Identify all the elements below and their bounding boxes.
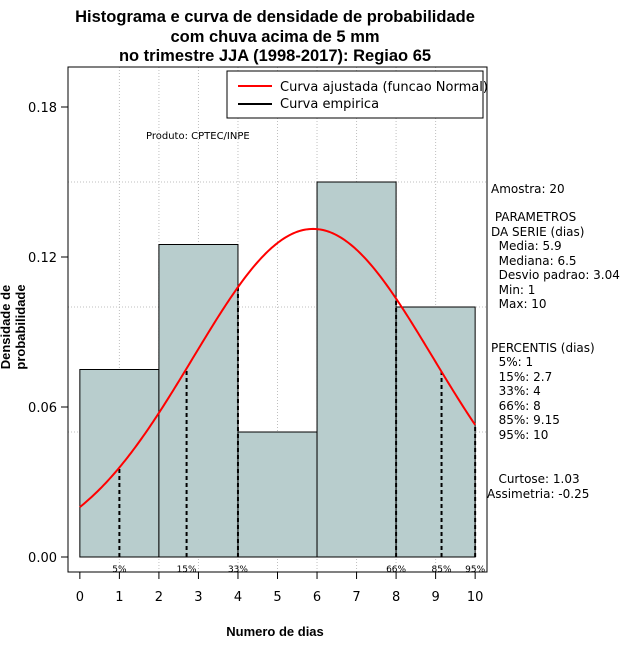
- x-tick-label: 8: [392, 590, 400, 605]
- chart-title-line-3: no trimestre JJA (1998-2017): Regiao 65: [118, 47, 432, 65]
- x-tick-label: 5: [273, 590, 281, 605]
- stats-forma: Curtose: 1.03 Assimetria: -0.25: [487, 472, 590, 501]
- chart-title-line-2: com chuva acima de 5 mm: [170, 28, 380, 46]
- x-tick-label: 2: [155, 590, 163, 605]
- y-tick-label: 0.06: [28, 401, 57, 416]
- x-tick-label: 7: [352, 590, 360, 605]
- histogram-bar: [158, 244, 239, 558]
- histogram-bar: [316, 181, 397, 558]
- legend: Curva ajustada (funcao Normal) Curva emp…: [226, 70, 488, 119]
- stats-percentis: 5%: 1 15%: 2.7 33%: 4 66%: 8 85%: 9.15 9…: [498, 355, 560, 442]
- percentile-marker-label: 33%: [228, 565, 248, 575]
- percentile-marker-label: 85%: [432, 565, 452, 575]
- stats-amostra: Amostra: 20: [491, 182, 565, 196]
- percentile-marker-label: 15%: [177, 565, 197, 575]
- percentile-marker-label: 5%: [112, 565, 127, 575]
- stats-parametros: Media: 5.9 Mediana: 6.5 Desvio padrao: 3…: [498, 239, 620, 311]
- chart-title-line-1: Histograma e curva de densidade de proba…: [75, 8, 475, 26]
- x-tick-label: 4: [234, 590, 242, 605]
- y-tick-label: 0.12: [28, 251, 57, 266]
- x-tick-label: 6: [313, 590, 321, 605]
- legend-box: [226, 70, 484, 119]
- stats-parametros-title: PARAMETROS DA SERIE (dias): [491, 210, 585, 239]
- x-tick-label: 3: [194, 590, 202, 605]
- x-tick-label: 10: [467, 590, 484, 605]
- x-axis-label: Numero de dias: [226, 624, 324, 639]
- x-tick-label: 1: [115, 590, 123, 605]
- x-tick-label: 0: [76, 590, 84, 605]
- legend-label-empirica: Curva empirica: [280, 97, 379, 112]
- y-tick-label: 0.18: [28, 101, 57, 116]
- axes-layer: 0 1 2 3 4 5 6 7 8 9 10 0.00 0.06 0.12 0.18: [28, 101, 483, 605]
- y-tick-label: 0.00: [28, 551, 57, 566]
- produto-annotation: Produto: CPTEC/INPE: [146, 131, 250, 142]
- histogram-bar: [237, 431, 318, 558]
- stats-percentis-title: PERCENTIS (dias): [491, 341, 595, 355]
- legend-label-normal: Curva ajustada (funcao Normal): [280, 80, 488, 95]
- histogram-bar: [395, 306, 476, 558]
- x-tick-label: 9: [431, 590, 439, 605]
- percentile-layer: 5% 15% 33% 66% 85% 95%: [112, 287, 486, 575]
- y-axis-label: Densidade de probabilidade: [0, 284, 28, 370]
- percentile-marker-label: 66%: [386, 565, 406, 575]
- percentile-marker-label: 95%: [465, 565, 485, 575]
- normal-curve-line: [79, 227, 476, 508]
